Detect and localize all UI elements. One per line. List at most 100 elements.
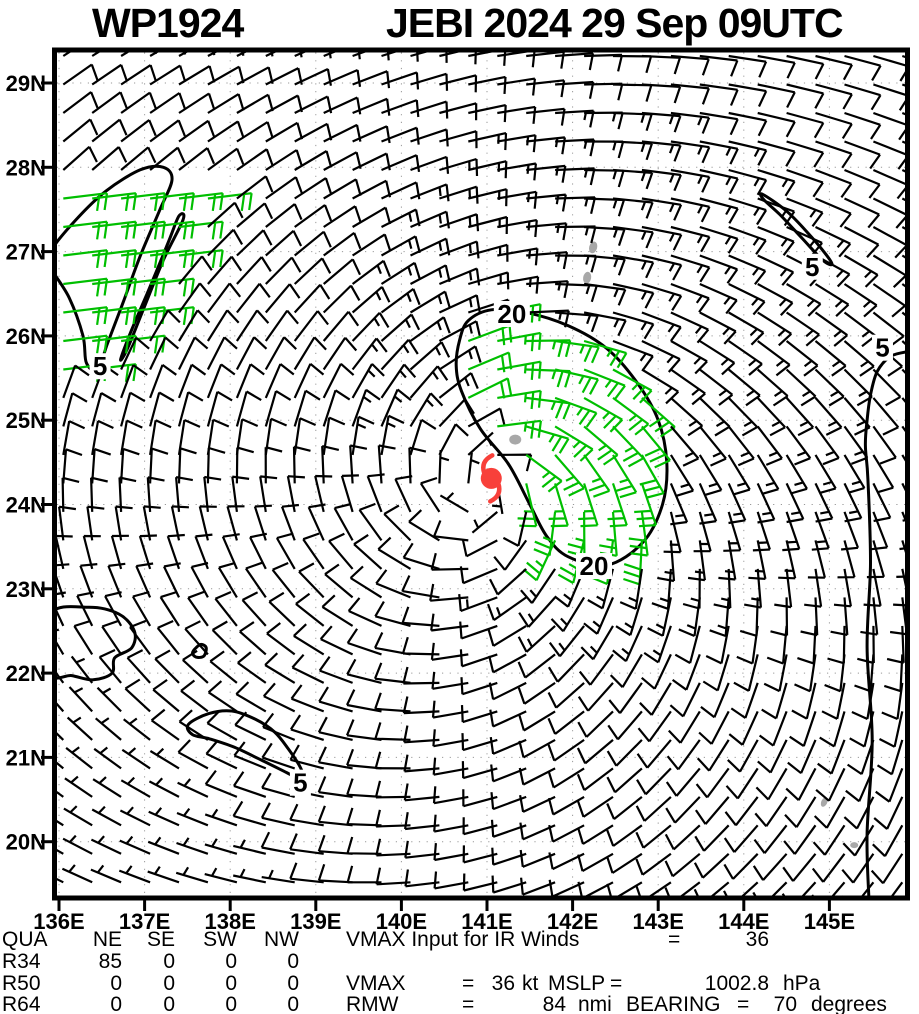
wind-barb bbox=[843, 454, 866, 494]
wind-barb bbox=[401, 575, 440, 599]
wind-barb bbox=[333, 502, 354, 541]
wind-barb bbox=[322, 336, 358, 371]
wind-barb bbox=[843, 796, 875, 830]
wind-barb bbox=[526, 222, 568, 241]
wind-barb bbox=[289, 744, 324, 770]
wind-barb bbox=[786, 54, 825, 80]
wind-barb bbox=[91, 419, 114, 456]
wind-barb bbox=[727, 397, 758, 437]
wind-barb bbox=[728, 710, 759, 746]
wind-barb bbox=[265, 121, 304, 143]
wind-barb bbox=[62, 392, 88, 427]
wind-barb bbox=[843, 340, 875, 377]
wind-barb bbox=[57, 732, 65, 741]
vmax-input-value: 36 bbox=[745, 928, 769, 951]
wind-barb bbox=[268, 591, 296, 627]
x-axis-label: 140E bbox=[376, 909, 427, 934]
wind-barb bbox=[351, 337, 388, 371]
wind-barb bbox=[57, 761, 65, 770]
wind-barb bbox=[785, 368, 817, 407]
wind-barb bbox=[873, 54, 905, 82]
wind-barb bbox=[149, 64, 187, 86]
wind-barb bbox=[149, 309, 181, 342]
wind-barb bbox=[733, 654, 759, 692]
radii-col-header: NW bbox=[264, 928, 299, 951]
wind-barb bbox=[664, 852, 701, 878]
wind-barb bbox=[346, 689, 382, 713]
wind-barb bbox=[728, 83, 768, 107]
wind-barb bbox=[665, 767, 701, 797]
wind-barb bbox=[901, 54, 905, 59]
wind-barb bbox=[377, 444, 396, 484]
wind-barb bbox=[752, 511, 771, 552]
wind-barb bbox=[410, 128, 449, 147]
wind-barb bbox=[811, 853, 846, 883]
wind-barb bbox=[497, 190, 538, 209]
wind-barb bbox=[289, 862, 324, 884]
wind-barb bbox=[612, 225, 654, 249]
contour-label-halo bbox=[801, 253, 823, 280]
wind-barb bbox=[148, 807, 180, 827]
wind-barb bbox=[901, 254, 905, 259]
wind-barb bbox=[366, 473, 385, 513]
y-axis-label: 29N bbox=[6, 71, 46, 96]
wind-barb bbox=[149, 747, 180, 770]
wind-barb bbox=[728, 54, 768, 78]
wind-barb bbox=[468, 104, 507, 123]
wind-barb bbox=[580, 625, 614, 661]
wind-barb bbox=[583, 596, 615, 635]
wind-barb bbox=[851, 682, 875, 721]
wind-barb bbox=[91, 63, 128, 86]
wind-barb bbox=[555, 254, 598, 273]
wind-barb bbox=[471, 511, 499, 534]
wind-barb bbox=[748, 540, 767, 580]
wind-barb bbox=[57, 672, 65, 684]
wind-barb bbox=[207, 120, 245, 143]
wind-barb bbox=[872, 140, 905, 170]
wind-barb bbox=[833, 568, 852, 608]
wind-barb bbox=[756, 425, 783, 466]
wind-barb bbox=[804, 568, 823, 608]
wind-barb bbox=[207, 282, 242, 314]
stat-token: = bbox=[737, 993, 750, 1014]
wind-barb bbox=[641, 311, 682, 342]
wind-barb bbox=[635, 852, 672, 876]
wind-barb bbox=[785, 454, 808, 495]
wind-barb bbox=[187, 590, 209, 627]
wind-barb bbox=[94, 717, 122, 741]
wind-barb bbox=[236, 175, 274, 200]
wind-barb bbox=[702, 654, 730, 692]
wind-barb bbox=[236, 121, 274, 143]
contour-label-halo bbox=[289, 769, 311, 796]
wind-barb bbox=[666, 739, 701, 771]
wind-barb bbox=[699, 83, 739, 106]
wind-barb bbox=[462, 873, 498, 892]
contour-label: 5 bbox=[875, 333, 889, 363]
vmax-input-label: VMAX Input for IR Winds bbox=[346, 928, 580, 951]
wind-barb bbox=[635, 796, 672, 822]
wind-barb bbox=[236, 202, 274, 228]
wind-barb bbox=[873, 796, 904, 830]
wind-barb bbox=[176, 807, 209, 827]
wind-barb bbox=[576, 767, 614, 791]
wind-barb bbox=[236, 148, 274, 171]
wind-barb bbox=[554, 425, 594, 462]
wind-barb bbox=[699, 225, 739, 254]
wind-barb bbox=[409, 316, 451, 342]
wind-barb bbox=[612, 368, 653, 404]
wind-barb bbox=[815, 226, 852, 258]
wind-barb bbox=[205, 740, 238, 770]
wind-barb bbox=[872, 454, 895, 494]
wind-barb bbox=[723, 511, 742, 552]
wind-barb bbox=[728, 340, 763, 376]
isotach-contour bbox=[119, 212, 186, 362]
wind-barb bbox=[757, 311, 793, 347]
wind-barb bbox=[317, 834, 353, 855]
stat-token: hPa bbox=[783, 972, 821, 995]
wind-barb bbox=[643, 625, 672, 664]
wind-barb bbox=[319, 625, 354, 656]
wind-barb bbox=[615, 597, 643, 637]
stat-token: MSLP bbox=[548, 972, 606, 995]
wind-barb bbox=[636, 739, 672, 769]
